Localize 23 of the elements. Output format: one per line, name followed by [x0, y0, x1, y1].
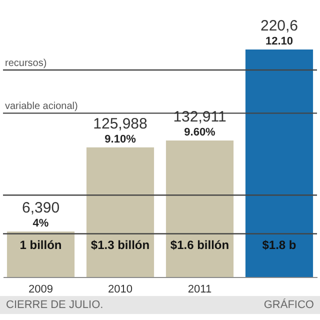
annotation: 9.10% [104, 133, 136, 146]
bar [245, 50, 314, 277]
annotation: $1.6 billón [170, 238, 230, 252]
annotation: 1 billón [20, 238, 62, 252]
annotation: 6,390 [22, 200, 60, 216]
text: 220,6 [260, 18, 298, 34]
text: GRÁFICO [264, 299, 314, 311]
x-tick-label: 2011 [188, 284, 212, 296]
annotation: 125,988 [93, 115, 148, 132]
bar [86, 147, 154, 277]
x-tick-label: 2010 [108, 284, 132, 296]
bar [6, 232, 75, 277]
annotation: 9.60% [184, 126, 216, 138]
ref-line-label: variable acional) [5, 101, 78, 112]
text: CIERRE DE JULIO. [6, 299, 104, 311]
annotation: $1.3 billón [90, 238, 150, 252]
annotation: 4% [32, 218, 49, 230]
annotation: $1.8 b [262, 238, 296, 252]
ref-line-label: recursos) [5, 58, 47, 69]
bar [166, 140, 234, 277]
text: 12.10 [265, 36, 294, 48]
x-tick-label: 2009 [28, 284, 53, 296]
annotation: 132,911 [173, 108, 226, 126]
